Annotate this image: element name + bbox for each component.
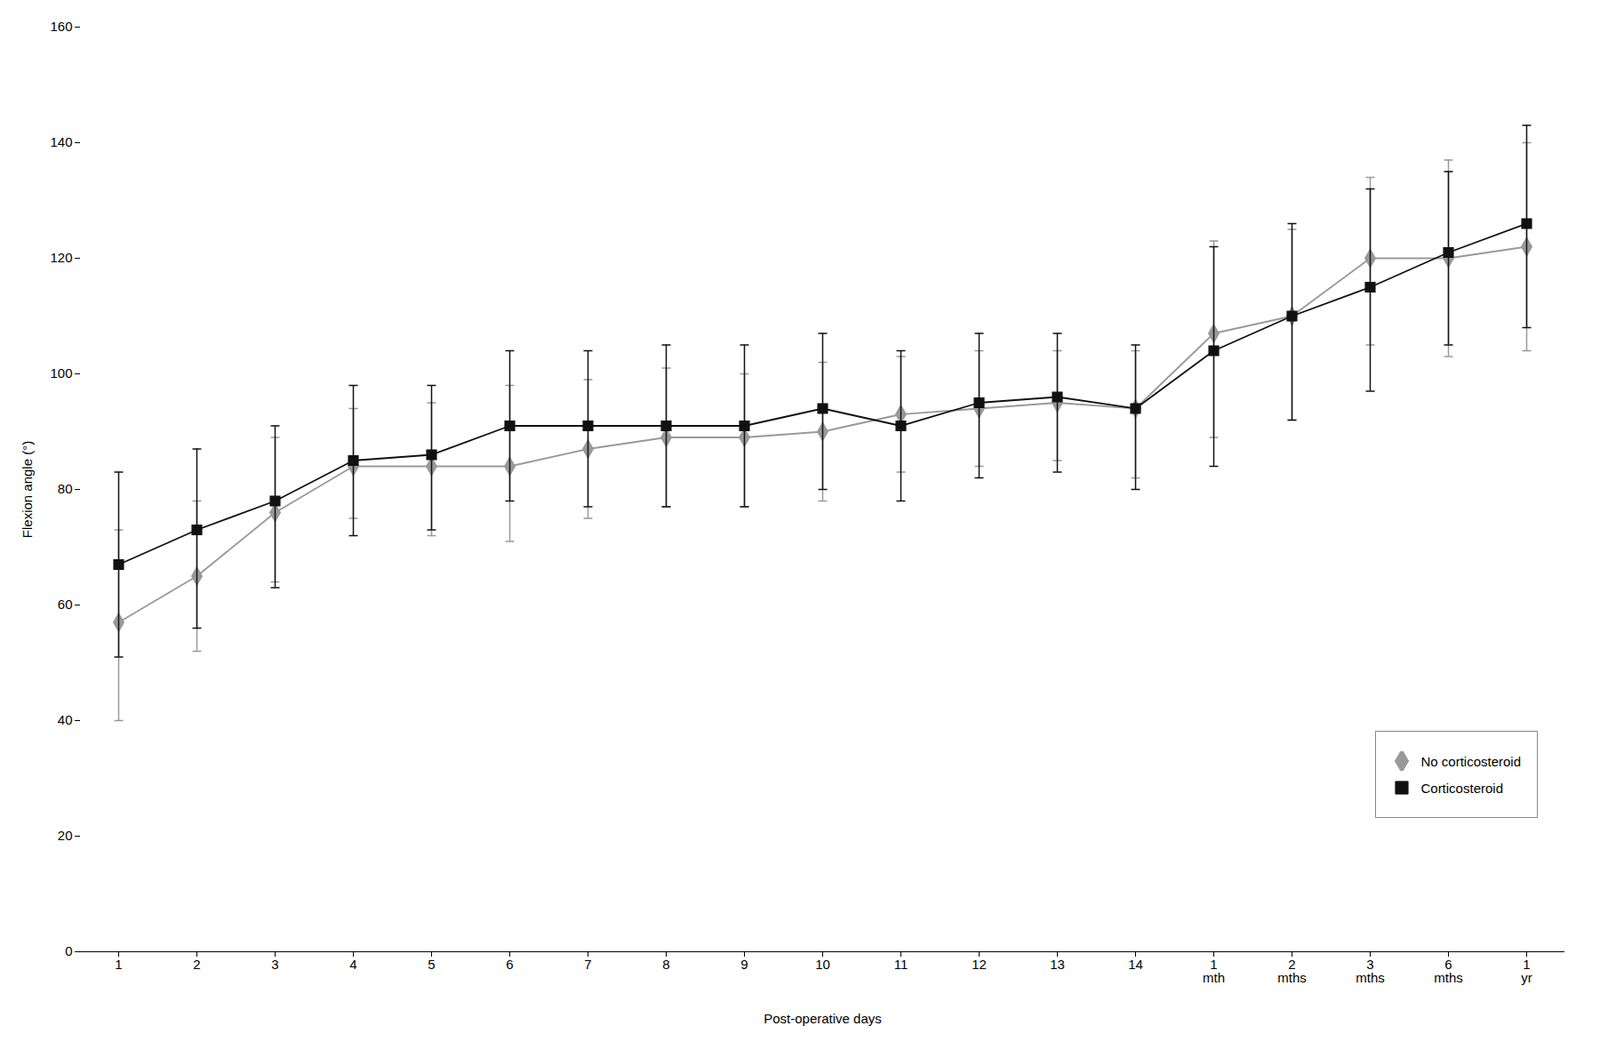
svg-text:2mths: 2mths bbox=[1277, 956, 1307, 985]
svg-text:6mths: 6mths bbox=[1433, 956, 1464, 985]
svg-text:3mths: 3mths bbox=[1355, 956, 1385, 985]
html-text:Corticosteroid: Corticosteroid bbox=[1420, 780, 1504, 796]
svg-text:12: 12 bbox=[971, 956, 987, 972]
svg-text:0: 0 bbox=[64, 943, 72, 959]
svg-text:20: 20 bbox=[57, 827, 73, 843]
svg-text:14: 14 bbox=[1128, 956, 1144, 972]
svg-text:2: 2 bbox=[192, 956, 200, 972]
svg-text:140: 140 bbox=[49, 134, 72, 150]
svg-text:8: 8 bbox=[662, 956, 670, 972]
svg-text:40: 40 bbox=[57, 712, 73, 728]
svg-text:Post-operative days: Post-operative days bbox=[763, 1010, 882, 1026]
svg-text:120: 120 bbox=[49, 249, 72, 265]
svg-text:7: 7 bbox=[584, 956, 592, 972]
svg-text:1mth: 1mth bbox=[1202, 956, 1225, 985]
svg-text:160: 160 bbox=[49, 18, 72, 34]
svg-text:60: 60 bbox=[57, 596, 73, 612]
svg-text:3: 3 bbox=[271, 956, 279, 972]
svg-text:11: 11 bbox=[894, 956, 909, 972]
html-text:No corticosteroid: No corticosteroid bbox=[1420, 753, 1521, 769]
svg-text:4: 4 bbox=[349, 956, 357, 972]
svg-text:5: 5 bbox=[427, 956, 435, 972]
svg-text:6: 6 bbox=[505, 956, 513, 972]
svg-text:1yr: 1yr bbox=[1520, 956, 1533, 985]
svg-text:10: 10 bbox=[815, 956, 831, 972]
svg-text:9: 9 bbox=[740, 956, 748, 972]
svg-text:1: 1 bbox=[114, 956, 122, 972]
svg-text:100: 100 bbox=[49, 365, 72, 381]
svg-text:Flexion angle (°): Flexion angle (°) bbox=[19, 440, 35, 538]
svg-text:80: 80 bbox=[57, 480, 73, 496]
svg-text:13: 13 bbox=[1049, 956, 1065, 972]
